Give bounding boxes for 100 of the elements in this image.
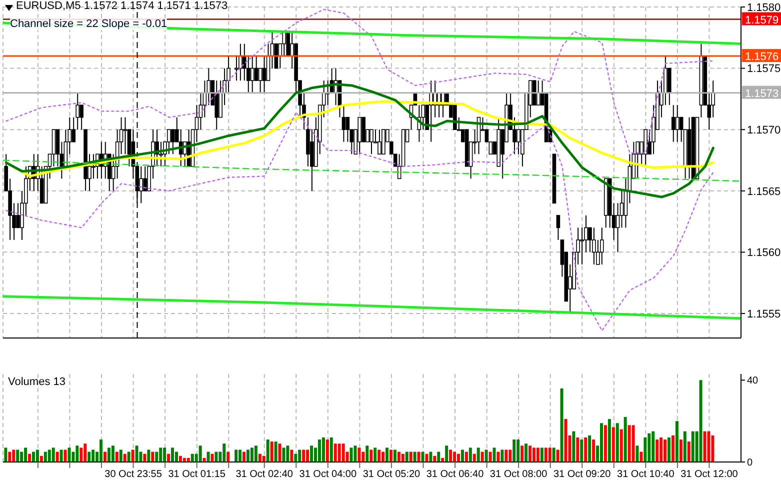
bar [671,435,674,462]
bar [163,448,166,462]
bar [92,450,95,462]
x-tick-label: 31 Oct 02:40 [236,469,294,480]
bar [612,427,615,462]
bar [119,450,122,462]
bar [171,448,174,462]
candlestick [671,104,676,142]
bar [12,450,16,462]
candlestick [123,116,128,155]
bar [460,450,464,462]
bar [4,448,8,462]
bar [425,454,428,462]
x-tick-label: 31 Oct 12:00 [680,469,738,480]
bar [468,448,472,462]
bar [159,448,162,462]
bar [620,429,623,462]
bar [608,419,611,462]
bar [56,452,59,462]
bar [504,450,508,462]
bar [76,446,79,462]
bar [660,437,663,462]
bar [409,452,412,462]
x-tick-label: 31 Oct 09:20 [553,469,612,480]
bar [652,431,655,462]
bar [393,450,396,462]
bar [624,416,627,462]
bar [417,452,420,462]
y-tick-label: 40 [747,376,759,387]
candlestick [600,227,604,265]
bar [84,444,87,462]
bar [413,452,416,462]
bar [679,439,682,462]
bar [68,448,71,462]
bar [16,450,20,462]
x-tick-label: 31 Oct 05:20 [362,469,421,480]
bar [576,437,580,462]
chart-title: EURUSD,M5 1.1572 1.1574 1.1571 1.1573 [16,0,228,12]
x-tick-label: 30 Oct 23:55 [104,469,162,480]
candlestick [592,227,596,265]
bar [64,450,67,462]
bar [472,454,476,462]
bar [496,452,500,462]
bar [572,431,576,462]
bar [520,446,524,462]
bar [683,431,686,462]
bar [636,446,639,462]
bar [524,444,528,462]
bar [480,452,484,462]
bar [616,423,619,462]
bar [552,448,556,462]
bar [453,452,456,462]
bar [103,452,106,462]
bar [24,448,28,462]
bar [664,439,667,462]
y-tick-label: 0 [747,458,753,469]
bar [222,444,226,462]
bar [123,454,126,462]
bar [88,452,91,462]
bar [401,454,404,462]
bar [564,419,568,462]
bar [711,435,714,462]
bar [687,442,690,462]
candlestick [616,202,620,253]
bar [210,454,214,462]
ref-line-label: 1.1579 [745,14,779,26]
ref-line-label: 1.1573 [745,88,779,100]
bar [151,452,154,462]
bar [584,437,588,462]
bar [100,439,103,462]
bar [429,452,432,462]
candlestick [636,141,640,180]
y-tick-label: 1.1575 [747,63,781,76]
candlestick [92,154,96,180]
bar [190,454,194,462]
y-tick-label: 1.1565 [747,186,781,198]
bar [648,433,651,462]
bar [174,452,178,462]
candlestick [556,214,560,240]
bar [691,431,694,462]
bar [528,446,532,462]
bar [540,448,544,462]
bar [556,450,560,462]
annotation: Channel size = 22 Slope = -0.01 [10,18,168,30]
bar [389,450,392,462]
bar [500,450,504,462]
bar [437,452,440,462]
bar [28,454,32,462]
candlestick [171,129,175,155]
bar [167,454,170,462]
bar [111,446,114,462]
bar [127,452,130,462]
candlestick [516,129,520,155]
y-tick-label: 1.1555 [747,308,781,320]
x-tick-label: 31 Oct 08:00 [490,469,548,480]
x-tick-label: 31 Oct 10:40 [617,469,675,480]
bar [707,431,710,462]
y-tick-label: 1.1560 [747,247,781,260]
bar [580,439,584,462]
bar [155,452,158,462]
